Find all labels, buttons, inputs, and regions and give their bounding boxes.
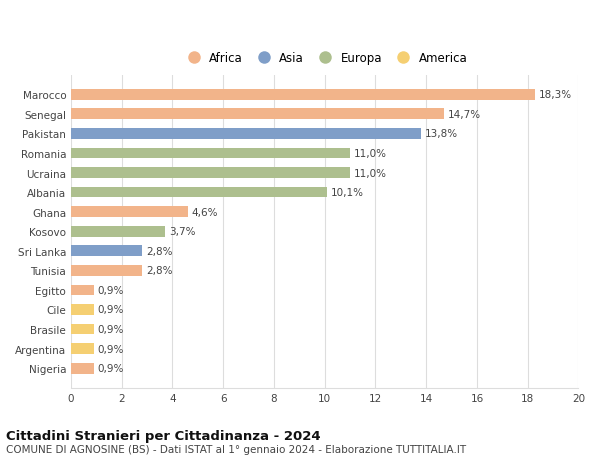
Bar [71,168,350,179]
Text: 10,1%: 10,1% [331,188,364,198]
Bar [71,148,350,159]
Bar [71,90,535,101]
Text: 0,9%: 0,9% [98,285,124,295]
Text: 14,7%: 14,7% [448,110,481,120]
Text: Cittadini Stranieri per Cittadinanza - 2024: Cittadini Stranieri per Cittadinanza - 2… [6,429,320,442]
Bar [71,246,142,257]
Bar [71,304,94,315]
Text: 11,0%: 11,0% [354,149,387,159]
Text: 0,9%: 0,9% [98,325,124,334]
Bar [71,226,165,237]
Text: COMUNE DI AGNOSINE (BS) - Dati ISTAT al 1° gennaio 2024 - Elaborazione TUTTITALI: COMUNE DI AGNOSINE (BS) - Dati ISTAT al … [6,444,466,454]
Bar [71,285,94,296]
Bar [71,265,142,276]
Bar [71,363,94,374]
Bar [71,324,94,335]
Bar [71,207,188,218]
Text: 2,8%: 2,8% [146,246,172,256]
Bar [71,109,444,120]
Text: 11,0%: 11,0% [354,168,387,178]
Bar [71,129,421,140]
Text: 0,9%: 0,9% [98,344,124,354]
Bar [71,187,327,198]
Text: 0,9%: 0,9% [98,305,124,315]
Text: 2,8%: 2,8% [146,266,172,276]
Legend: Africa, Asia, Europa, America: Africa, Asia, Europa, America [177,47,472,69]
Bar [71,343,94,354]
Text: 0,9%: 0,9% [98,364,124,373]
Text: 4,6%: 4,6% [191,207,218,217]
Text: 18,3%: 18,3% [539,90,572,100]
Text: 3,7%: 3,7% [169,227,195,237]
Text: 13,8%: 13,8% [425,129,458,139]
